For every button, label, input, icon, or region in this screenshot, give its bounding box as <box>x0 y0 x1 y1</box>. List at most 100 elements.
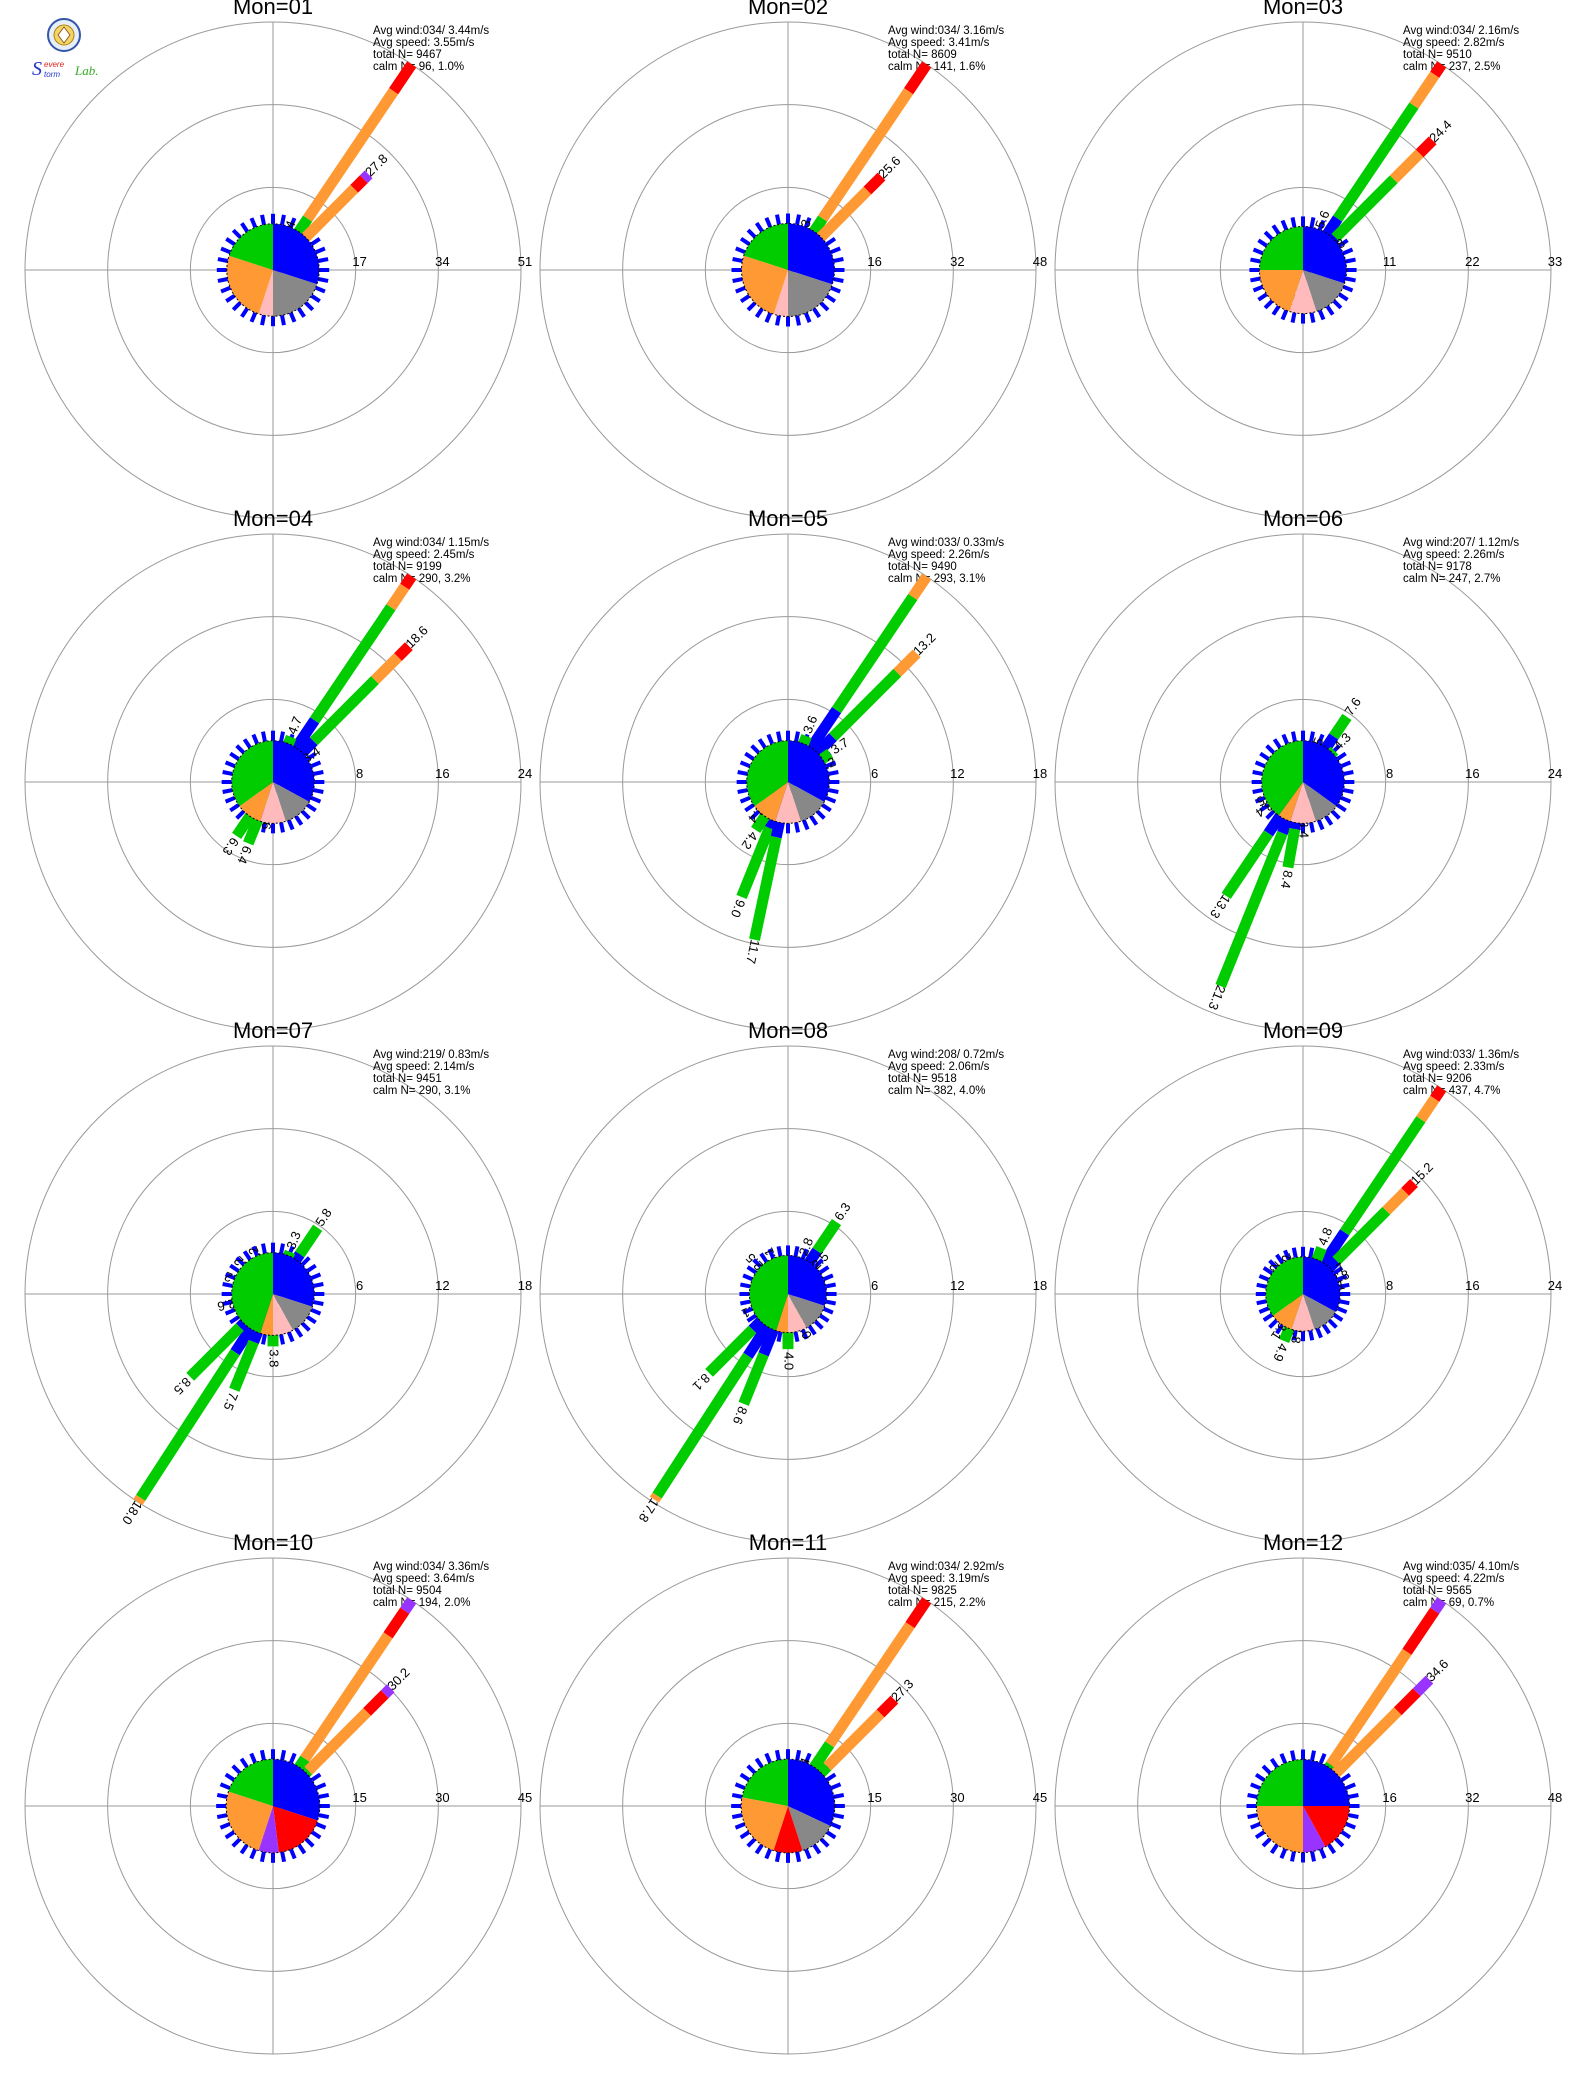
spoke-segment <box>350 175 368 193</box>
direction-bin <box>313 770 324 776</box>
spoke-value-label: 3.3 <box>283 1229 304 1251</box>
direction-bin <box>297 1843 307 1855</box>
ring-label: 24 <box>1548 766 1562 781</box>
direction-bin <box>746 1764 757 1775</box>
direction-bin <box>235 809 246 820</box>
direction-bin <box>775 315 781 326</box>
info-line: calm N= 215, 2.2% <box>888 1597 985 1609</box>
panel-title: Mon=01 <box>233 0 313 19</box>
direction-bin <box>1254 795 1266 804</box>
direction-bin <box>1316 819 1325 831</box>
spoke-segment <box>1340 1116 1426 1236</box>
direction-bin <box>1309 822 1315 833</box>
direction-bin <box>288 311 297 323</box>
direction-bin <box>732 277 743 283</box>
spoke-value-label: 4.8 <box>1315 1225 1336 1247</box>
spoke-segment <box>1329 713 1352 740</box>
direction-bin <box>793 1245 800 1257</box>
direction-bin <box>825 1830 837 1840</box>
direction-bin <box>804 1848 812 1860</box>
svg-text:S: S <box>32 58 42 80</box>
direction-bin <box>1309 731 1315 742</box>
direction-bin <box>1340 1772 1352 1782</box>
direction-bin <box>217 277 229 283</box>
direction-bin <box>315 1782 327 1790</box>
info-line: Avg wind:033/ 1.36m/s <box>1403 1049 1519 1061</box>
info-line: Avg wind:033/ 0.33m/s <box>888 537 1004 549</box>
ring-label: 16 <box>867 254 881 269</box>
info-line: calm N= 96, 1.0% <box>373 61 464 73</box>
spoke-segment <box>904 61 932 95</box>
direction-bin <box>1259 803 1270 813</box>
info-line: calm N= 141, 1.6% <box>888 61 985 73</box>
spoke-segment <box>831 593 918 714</box>
spoke-segment <box>1430 1597 1447 1614</box>
core-pie-slice <box>1303 1806 1326 1853</box>
direction-bin <box>1345 1821 1356 1830</box>
direction-bin <box>795 214 801 225</box>
direction-bin <box>1345 257 1356 264</box>
direction-bin <box>224 1272 236 1281</box>
direction-bin <box>304 301 315 312</box>
ring-label: 30 <box>950 1790 964 1805</box>
core-outline <box>1258 225 1348 315</box>
spoke-segment <box>1282 828 1301 869</box>
direction-bin <box>752 1258 763 1269</box>
core-pie-slice <box>273 782 310 822</box>
direction-bin <box>1291 1330 1298 1341</box>
spoke-value-label: 2.8 <box>796 1236 817 1258</box>
spoke-segment <box>812 186 872 246</box>
ring-label: 6 <box>871 1278 878 1293</box>
ring-label: 22 <box>1465 254 1479 269</box>
direction-bin <box>830 285 841 294</box>
direction-bin <box>746 1265 758 1275</box>
direction-bin <box>800 1328 809 1340</box>
direction-bin <box>1271 224 1281 235</box>
panel-title: Mon=06 <box>1263 506 1343 531</box>
direction-bin <box>803 312 812 323</box>
spoke-segment <box>300 1632 393 1762</box>
ring-label: 18 <box>518 1278 532 1293</box>
core-pie-slice <box>741 1759 788 1806</box>
direction-bin <box>1254 1772 1266 1782</box>
direction-bin <box>242 738 252 749</box>
ring-label: 18 <box>1033 1278 1047 1293</box>
direction-bin <box>310 237 321 246</box>
spoke-value-label: 3.4 <box>1297 820 1312 838</box>
logo-emblem-icon: S evere torm Lab. <box>32 18 98 80</box>
direction-bin <box>830 1822 842 1830</box>
direction-bin <box>1340 795 1352 804</box>
direction-bin <box>1318 1753 1327 1764</box>
direction-bin <box>754 1843 764 1855</box>
spoke-segment <box>823 1709 885 1771</box>
direction-bin <box>313 1282 324 1288</box>
spoke-segment <box>736 825 775 900</box>
core-pie-slice <box>788 1806 831 1851</box>
core-pie-slice <box>773 270 788 317</box>
direction-bin <box>731 1813 743 1820</box>
direction-bin <box>306 1263 317 1273</box>
direction-bin <box>1261 1764 1272 1775</box>
direction-bin <box>1338 292 1349 302</box>
info-line: total N= 8609 <box>888 49 957 61</box>
direction-bin <box>1254 1830 1266 1840</box>
direction-bin <box>304 1837 315 1848</box>
spoke-segment <box>652 1352 753 1499</box>
core-pie-slice <box>258 1806 279 1853</box>
ring-label: 34 <box>435 254 449 269</box>
core-pie-slice <box>1303 1759 1350 1806</box>
direction-bin <box>1316 733 1325 745</box>
core-pie-slice <box>228 1759 273 1806</box>
direction-bin <box>300 809 311 820</box>
spoke-segment <box>1331 175 1398 242</box>
direction-bin <box>220 246 232 255</box>
direction-bin <box>310 760 322 769</box>
ring-label: 11 <box>1383 254 1397 269</box>
direction-bin <box>1263 299 1274 310</box>
direction-bin <box>224 1830 236 1840</box>
direction-bin <box>825 795 837 804</box>
ring-label: 48 <box>1033 254 1047 269</box>
direction-bin <box>222 1282 233 1288</box>
info-line: total N= 9199 <box>373 561 442 573</box>
